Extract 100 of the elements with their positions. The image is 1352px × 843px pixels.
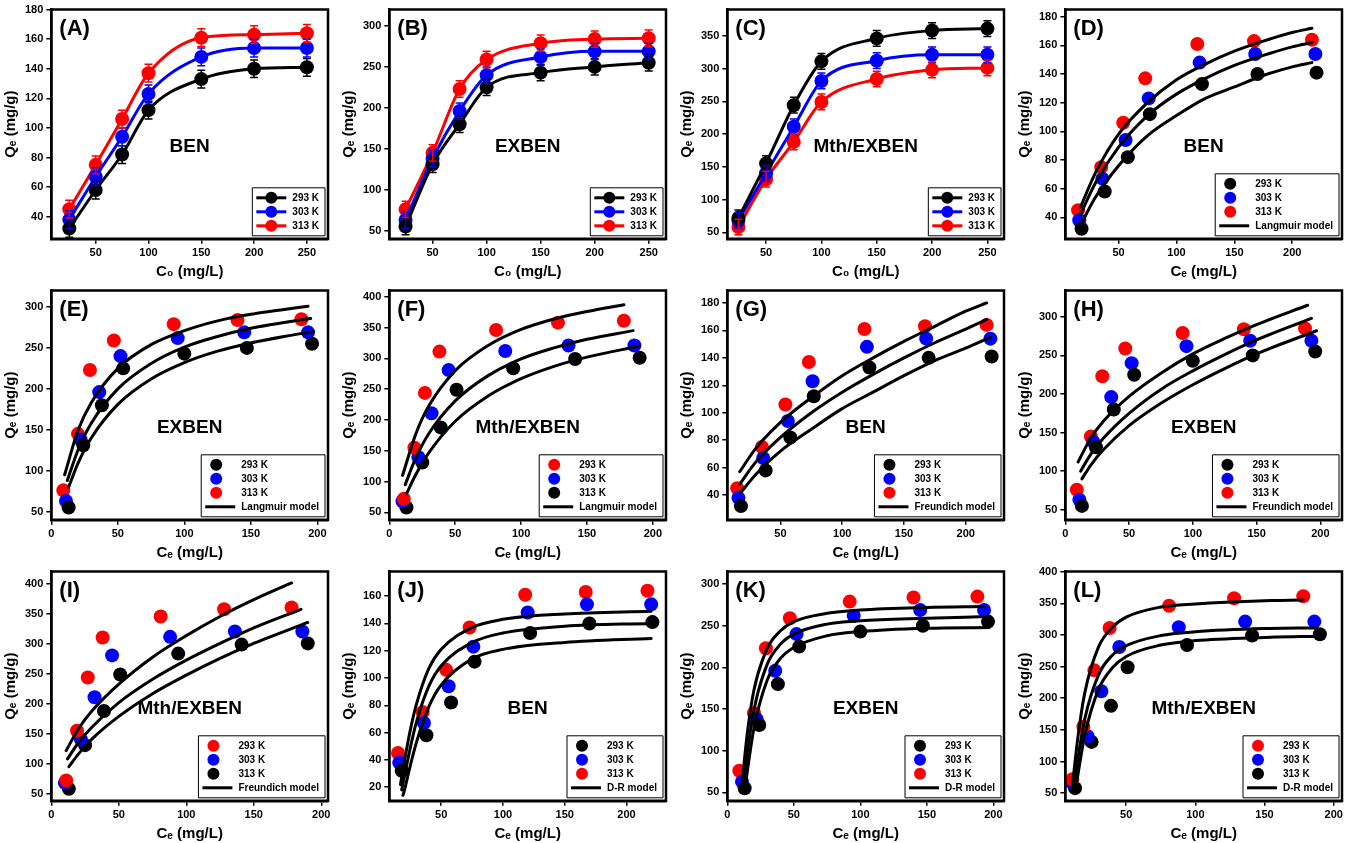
legend-label: 303 K xyxy=(607,754,635,766)
legend-label: Freundich model xyxy=(1252,501,1334,513)
y-tick-label: 180 xyxy=(700,295,720,308)
y-axis-title: Qₑ (mg/g) xyxy=(677,90,695,158)
y-tick-label: 350 xyxy=(1038,596,1058,609)
x-axis-title: C₀ (mg/L) xyxy=(831,262,900,280)
x-tick-label: 0 xyxy=(1062,527,1069,540)
legend-label: 293 K xyxy=(630,192,658,204)
y-tick-label: 40 xyxy=(31,209,44,222)
y-tick-label: 140 xyxy=(700,350,720,363)
legend-label: D-R model xyxy=(607,782,658,794)
y-tick-label: 100 xyxy=(362,474,382,487)
y-tick-label: 50 xyxy=(707,785,720,798)
annotation: EXBEN xyxy=(494,135,561,157)
y-tick-label: 250 xyxy=(362,382,382,395)
x-tick-label: 150 xyxy=(531,246,550,259)
legend-label: 303 K xyxy=(292,206,320,218)
legend-label: 313 K xyxy=(968,220,996,232)
legend-label: 303 K xyxy=(579,473,607,485)
annotation: Mth/EXBEN xyxy=(1151,697,1256,719)
legend-label: 303 K xyxy=(914,473,942,485)
x-tick-label: 50 xyxy=(1120,808,1133,821)
y-axis-title: Qₑ (mg/g) xyxy=(339,90,357,158)
y-axis-title: Qₑ (mg/g) xyxy=(677,652,695,720)
x-tick-label: 100 xyxy=(1183,527,1203,540)
y-tick-label: 300 xyxy=(24,300,44,312)
y-tick-label: 100 xyxy=(362,671,382,684)
chart-title: (D) xyxy=(1073,14,1104,40)
y-tick-label: 80 xyxy=(31,150,44,163)
y-tick-label: 50 xyxy=(369,505,382,518)
x-tick-label: 150 xyxy=(555,808,574,821)
y-tick-label: 80 xyxy=(1045,153,1058,166)
legend-label: 313 K xyxy=(945,768,973,780)
legend-label: 313 K xyxy=(238,768,266,780)
y-tick-label: 120 xyxy=(24,91,44,104)
legend-label: 303 K xyxy=(945,754,973,766)
x-tick-label: 100 xyxy=(175,527,194,540)
y-tick-label: 50 xyxy=(1045,786,1058,799)
annotation: Mth/EXBEN xyxy=(475,416,580,438)
y-tick-label: 350 xyxy=(700,28,720,41)
y-tick-label: 140 xyxy=(362,616,382,629)
y-tick-label: 60 xyxy=(1045,181,1058,194)
y-axis-title: Qₑ (mg/g) xyxy=(1,652,19,720)
x-tick-label: 100 xyxy=(1186,808,1205,821)
x-axis-title: Cₑ (mg/L) xyxy=(156,543,223,561)
y-tick-label: 150 xyxy=(362,141,382,154)
y-tick-label: 200 xyxy=(1038,691,1058,704)
y-tick-label: 150 xyxy=(700,159,720,172)
x-tick-label: 200 xyxy=(617,808,636,821)
legend-label: 313 K xyxy=(579,487,607,499)
y-tick-label: 100 xyxy=(700,192,720,205)
legend-label: 303 K xyxy=(1283,754,1311,766)
annotation: BEN xyxy=(1183,135,1224,157)
y-tick-label: 300 xyxy=(24,637,44,650)
legend-label: 293 K xyxy=(968,192,996,204)
y-axis-title: Qₑ (mg/g) xyxy=(1015,371,1033,439)
y-tick-label: 300 xyxy=(362,351,382,364)
y-tick-label: 40 xyxy=(369,752,382,765)
legend-label: 303 K xyxy=(968,206,996,218)
y-tick-label: 100 xyxy=(24,120,44,133)
annotation: EXBEN xyxy=(832,697,899,719)
x-tick-label: 0 xyxy=(48,808,55,821)
x-tick-label: 150 xyxy=(1255,808,1274,821)
legend-label: 293 K xyxy=(1283,740,1311,752)
x-tick-label: 150 xyxy=(1247,527,1266,540)
y-tick-label: 100 xyxy=(24,756,44,769)
y-tick-label: 400 xyxy=(1038,564,1058,577)
y-tick-label: 350 xyxy=(362,320,382,333)
x-axis-title: Cₑ (mg/L) xyxy=(1170,262,1237,280)
y-tick-label: 50 xyxy=(707,225,720,238)
chart-title: (E) xyxy=(59,295,89,321)
y-tick-label: 400 xyxy=(362,289,382,302)
y-tick-label: 400 xyxy=(24,577,44,590)
y-tick-label: 160 xyxy=(24,32,44,45)
x-axis-title: C₀ (mg/L) xyxy=(493,262,562,280)
y-tick-label: 20 xyxy=(369,780,382,793)
y-tick-label: 60 xyxy=(31,180,44,193)
legend-label: 313 K xyxy=(914,487,942,499)
y-tick-label: 150 xyxy=(1038,425,1058,438)
x-tick-label: 100 xyxy=(511,527,531,540)
chart-title: (H) xyxy=(1073,295,1104,321)
x-tick-label: 200 xyxy=(984,808,1003,821)
annotation: EXBEN xyxy=(1170,416,1237,438)
x-tick-label: 200 xyxy=(1283,246,1302,259)
x-tick-label: 100 xyxy=(177,808,196,821)
x-tick-label: 100 xyxy=(139,246,158,259)
chart-title: (B) xyxy=(397,14,428,40)
x-tick-label: 200 xyxy=(585,246,604,259)
legend-label: 303 K xyxy=(241,473,269,485)
y-tick-label: 100 xyxy=(1038,754,1058,767)
x-tick-label: 150 xyxy=(917,808,937,821)
x-tick-label: 0 xyxy=(386,527,393,540)
x-tick-label: 150 xyxy=(577,527,597,540)
y-tick-label: 100 xyxy=(700,743,720,756)
x-axis-title: Cₑ (mg/L) xyxy=(156,824,223,842)
y-tick-label: 200 xyxy=(362,413,382,426)
x-tick-label: 150 xyxy=(192,246,211,259)
legend-label: D-R model xyxy=(1283,782,1334,794)
x-tick-label: 150 xyxy=(1225,246,1244,259)
legend-label: Freundich model xyxy=(238,782,320,794)
